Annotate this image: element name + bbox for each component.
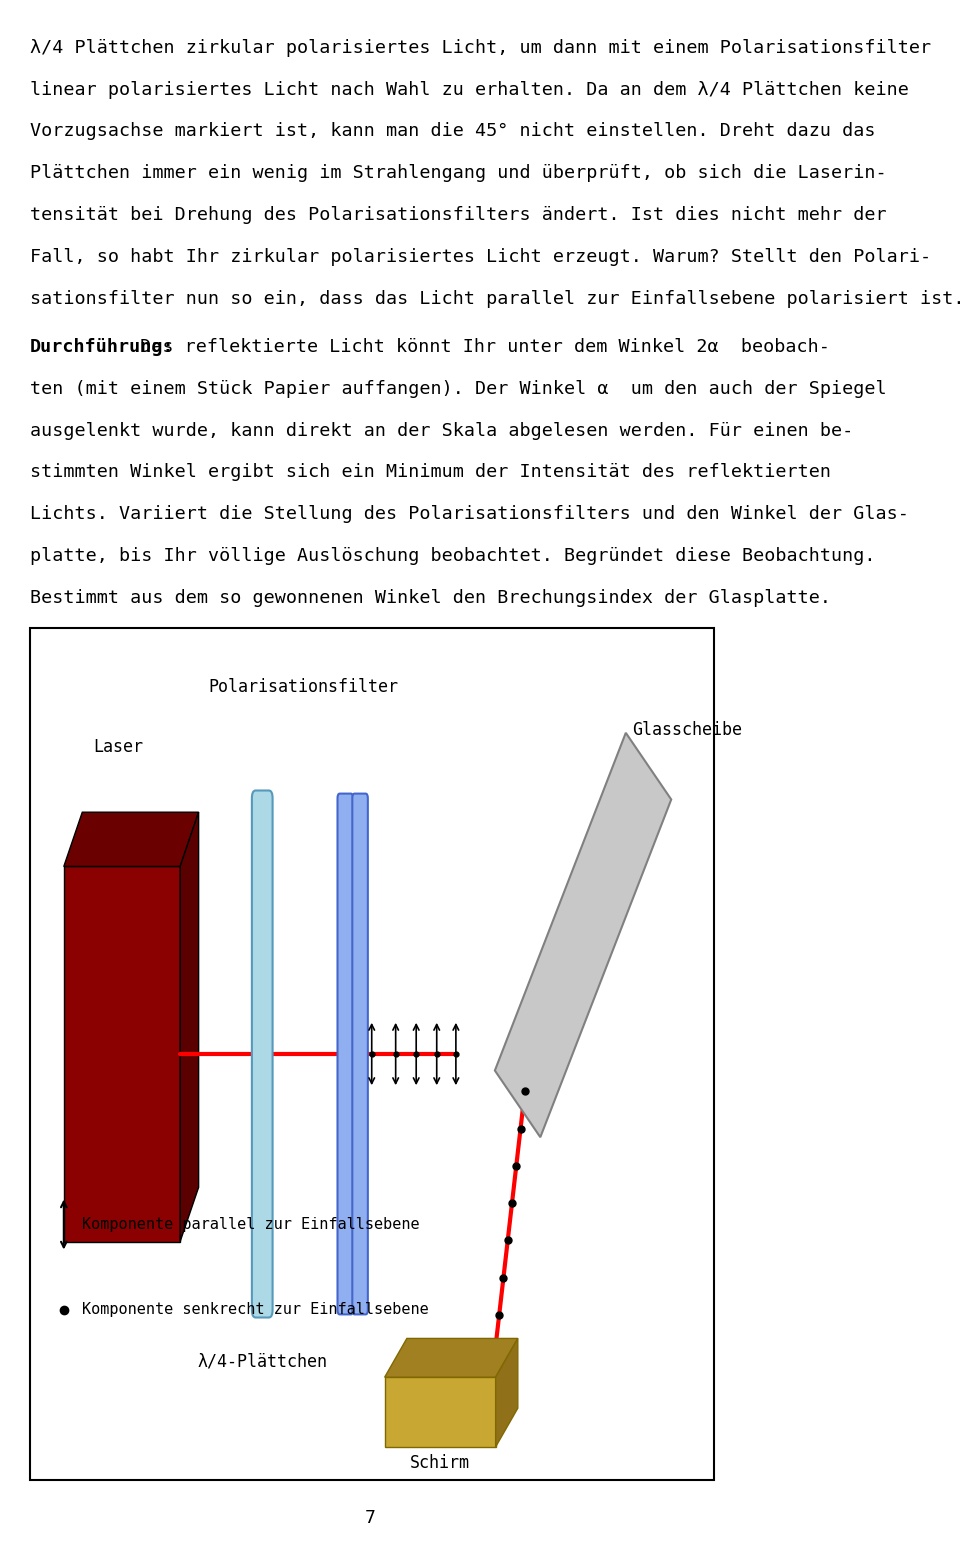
- Text: Bestimmt aus dem so gewonnenen Winkel den Brechungsindex der Glasplatte.: Bestimmt aus dem so gewonnenen Winkel de…: [30, 589, 830, 608]
- Text: Komponente senkrecht zur Einfallsebene: Komponente senkrecht zur Einfallsebene: [83, 1302, 429, 1318]
- Text: Schirm: Schirm: [410, 1454, 470, 1472]
- Bar: [63, 866, 180, 1242]
- Text: linear polarisiertes Licht nach Wahl zu erhalten. Da an dem λ/4 Plättchen keine: linear polarisiertes Licht nach Wahl zu …: [30, 81, 908, 99]
- Text: λ/4 Plättchen zirkular polarisiertes Licht, um dann mit einem Polarisationsfilte: λ/4 Plättchen zirkular polarisiertes Lic…: [30, 39, 930, 57]
- Text: Das reflektierte Licht könnt Ihr unter dem Winkel 2α  beobach-: Das reflektierte Licht könnt Ihr unter d…: [130, 338, 830, 356]
- Text: Vorzugsachse markiert ist, kann man die 45° nicht einstellen. Dreht dazu das: Vorzugsachse markiert ist, kann man die …: [30, 122, 876, 141]
- Text: 7: 7: [365, 1508, 375, 1527]
- Polygon shape: [180, 812, 199, 1242]
- Polygon shape: [63, 812, 199, 866]
- Text: Laser: Laser: [93, 738, 144, 756]
- FancyBboxPatch shape: [338, 794, 353, 1314]
- Text: sationsfilter nun so ein, dass das Licht parallel zur Einfallsebene polarisiert : sationsfilter nun so ein, dass das Licht…: [30, 290, 960, 308]
- Text: tensität bei Drehung des Polarisationsfilters ändert. Ist dies nicht mehr der: tensität bei Drehung des Polarisationsfi…: [30, 206, 886, 225]
- Polygon shape: [495, 1339, 517, 1448]
- Text: Durchführung:: Durchführung:: [30, 338, 174, 356]
- Text: Glasscheibe: Glasscheibe: [632, 721, 742, 739]
- Text: Fall, so habt Ihr zirkular polarisiertes Licht erzeugt. Warum? Stellt den Polari: Fall, so habt Ihr zirkular polarisiertes…: [30, 248, 930, 267]
- FancyBboxPatch shape: [352, 794, 368, 1314]
- Text: platte, bis Ihr völlige Auslöschung beobachtet. Begründet diese Beobachtung.: platte, bis Ihr völlige Auslöschung beob…: [30, 547, 876, 566]
- Bar: [385, 1378, 495, 1448]
- Text: Komponente parallel zur Einfallsebene: Komponente parallel zur Einfallsebene: [83, 1217, 420, 1232]
- Text: Lichts. Variiert die Stellung des Polarisationsfilters und den Winkel der Glas-: Lichts. Variiert die Stellung des Polari…: [30, 505, 908, 524]
- Text: Polarisationsfilter: Polarisationsfilter: [208, 677, 398, 696]
- Text: Plättchen immer ein wenig im Strahlengang und überprüft, ob sich die Laserin-: Plättchen immer ein wenig im Strahlengan…: [30, 164, 886, 183]
- Text: λ/4-Plättchen: λ/4-Plättchen: [197, 1352, 327, 1370]
- Polygon shape: [385, 1339, 517, 1378]
- Text: stimmten Winkel ergibt sich ein Minimum der Intensität des reflektierten: stimmten Winkel ergibt sich ein Minimum …: [30, 463, 830, 482]
- Bar: [30, 628, 714, 1480]
- FancyBboxPatch shape: [252, 790, 273, 1318]
- Text: ausgelenkt wurde, kann direkt an der Skala abgelesen werden. Für einen be-: ausgelenkt wurde, kann direkt an der Ska…: [30, 422, 852, 440]
- Polygon shape: [494, 733, 671, 1138]
- Text: ten (mit einem Stück Papier auffangen). Der Winkel α  um den auch der Spiegel: ten (mit einem Stück Papier auffangen). …: [30, 380, 886, 398]
